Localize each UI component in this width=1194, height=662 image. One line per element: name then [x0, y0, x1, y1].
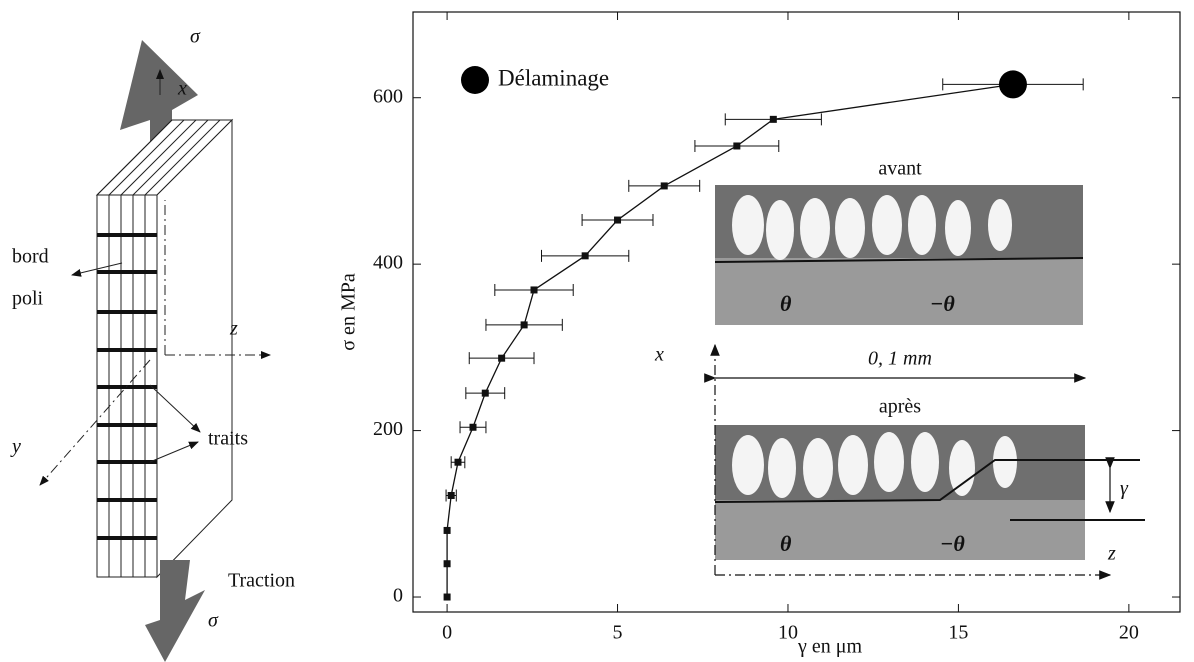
- point: [998, 70, 1027, 99]
- inset-label: 0, 1 mm: [868, 348, 932, 370]
- point: [498, 354, 506, 362]
- specimen-diagram: [39, 40, 271, 662]
- inset-label: θ: [780, 291, 792, 316]
- y-tick-label: 200: [373, 418, 403, 440]
- point: [614, 216, 622, 224]
- label-bg: [860, 155, 940, 183]
- point: [530, 286, 538, 294]
- point: [660, 182, 668, 190]
- point: [520, 321, 528, 329]
- y-axis-label: σ en MPa: [338, 273, 360, 351]
- inset-photos: [704, 185, 1145, 580]
- diagram-label: traits: [208, 428, 248, 450]
- point: [769, 115, 777, 123]
- inset-label: −θ: [930, 291, 955, 316]
- x-tick-label: 20: [1119, 622, 1139, 644]
- diagram-label: poli: [12, 288, 44, 310]
- inset-label: −θ: [940, 531, 965, 556]
- plot-frame: [412, 11, 1181, 613]
- legend-marker: [461, 66, 489, 94]
- x-tick-label: 15: [948, 622, 968, 644]
- diagram-label: z: [229, 318, 238, 340]
- diagram-label: y: [10, 436, 21, 458]
- legend-label: Délaminage: [498, 65, 609, 90]
- inset-label: x: [654, 344, 664, 366]
- inset-label: après: [879, 396, 921, 418]
- x-tick-label: 10: [778, 622, 798, 644]
- y-tick-label: 600: [373, 85, 403, 107]
- point: [581, 252, 589, 260]
- diagram-label: σ: [208, 610, 219, 632]
- line-segment: [773, 83, 1014, 120]
- point: [454, 458, 462, 466]
- point: [447, 491, 455, 499]
- point: [443, 526, 451, 534]
- x-axis-label: γ en μm: [797, 636, 862, 658]
- x-tick-label: 0: [442, 622, 452, 644]
- point: [469, 423, 477, 431]
- inset-label: γ: [1120, 478, 1129, 500]
- diagram-label: x: [177, 78, 187, 100]
- diagram-label: σ: [190, 26, 201, 48]
- y-tick-label: 0: [393, 585, 403, 607]
- y-tick-label: 400: [373, 252, 403, 274]
- point: [481, 389, 489, 397]
- point: [443, 560, 451, 568]
- inset-label: z: [1107, 543, 1116, 565]
- inset-label: θ: [780, 531, 792, 556]
- point: [443, 593, 451, 601]
- diagram-label: Traction: [228, 570, 295, 592]
- x-tick-label: 5: [613, 622, 623, 644]
- point: [733, 142, 741, 150]
- inset-label: avant: [878, 158, 922, 180]
- diagram-label: bord: [12, 246, 49, 268]
